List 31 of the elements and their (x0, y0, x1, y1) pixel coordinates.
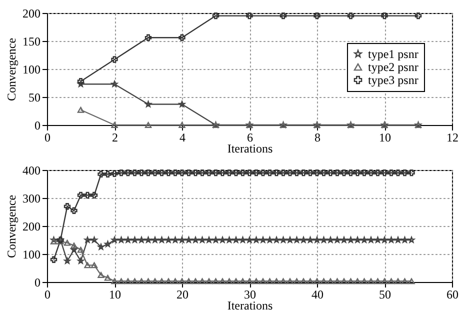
x-tick-label: 0 (44, 288, 50, 302)
x-tick-label: 6 (247, 130, 253, 144)
x-tick-label: 50 (379, 288, 391, 302)
y-tick-label: 300 (22, 192, 40, 206)
y-tick-label: 200 (22, 220, 40, 234)
x-axis-title: Iterations (227, 142, 273, 156)
x-tick-label: 4 (180, 130, 186, 144)
y-tick-label: 0 (34, 276, 40, 290)
y-tick-label: 200 (22, 6, 40, 20)
x-tick-label: 60 (446, 288, 458, 302)
y-tick-label: 100 (22, 62, 40, 76)
x-tick-label: 2 (112, 130, 118, 144)
x-tick-label: 10 (379, 130, 391, 144)
legend-label: type2 psnr (368, 60, 418, 74)
x-tick-label: 10 (109, 288, 121, 302)
x-tick-label: 12 (446, 130, 458, 144)
y-tick-label: 50 (28, 90, 40, 104)
x-axis-title: Iterations (227, 298, 273, 312)
x-tick-label: 20 (176, 288, 188, 302)
y-tick-label: 400 (22, 164, 40, 178)
x-tick-label: 0 (44, 130, 50, 144)
y-axis-title: Convergence (4, 194, 18, 258)
x-tick-label: 40 (312, 288, 324, 302)
legend-label: type1 psnr (368, 47, 418, 61)
y-tick-label: 100 (22, 248, 40, 262)
legend-label: type3 psnr (368, 73, 418, 87)
x-tick-label: 30 (244, 288, 256, 302)
y-tick-label: 150 (22, 34, 40, 48)
y-axis-title: Convergence (4, 38, 18, 102)
y-tick-label: 0 (34, 118, 40, 132)
x-tick-label: 8 (314, 130, 320, 144)
